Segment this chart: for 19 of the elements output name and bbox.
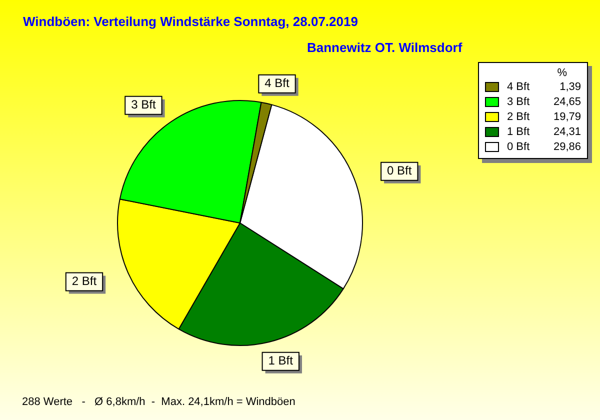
- chart-title: Windböen: Verteilung Windstärke Sonntag, 28.07.2019: [23, 14, 358, 29]
- data-label: 24,65: [553, 96, 581, 108]
- legend-label: 0 Bft: [507, 140, 531, 152]
- slice-label: 2 Bft: [72, 274, 98, 288]
- data-label: 24,31: [553, 126, 581, 138]
- legend-title: %: [556, 67, 568, 79]
- slice-label: 3 Bft: [131, 98, 156, 112]
- slice-label: 0 Bft: [387, 164, 412, 178]
- slice-label: 1 Bft: [268, 354, 294, 368]
- legend-label: 2 Bft: [507, 110, 531, 122]
- data-label: 1,39: [560, 80, 581, 92]
- legend-label: 4 Bft: [507, 80, 531, 92]
- slice-label: 4 Bft: [264, 76, 290, 90]
- data-label: 29,86: [553, 140, 581, 152]
- legend-label: 1 Bft: [507, 126, 531, 138]
- text: 288 Werte - Ø 6,8km/h - Max. 24,1km/h = Windböen: [22, 396, 296, 408]
- chart-subtitle: Bannewitz OT. Wilmsdorf: [307, 40, 462, 55]
- data-label: 19,79: [553, 110, 581, 122]
- legend-label: 3 Bft: [507, 96, 531, 108]
